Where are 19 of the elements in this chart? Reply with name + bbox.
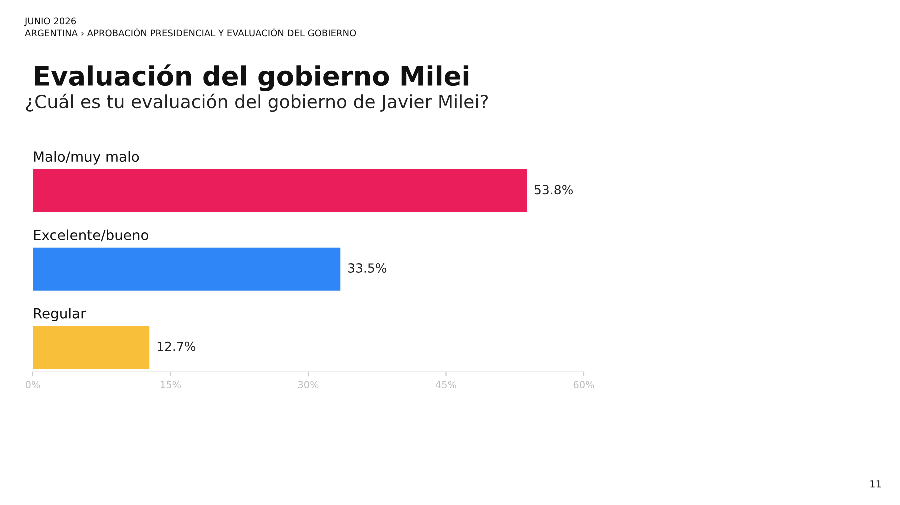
text: ARGENTINA › APROBACIÓN PRESIDENCIAL Y EVALUACIÓN DEL GOBIERNO <box>25 28 356 37</box>
y-tick-label: Malo/muy malo <box>34 151 140 165</box>
x-tick-label: 30% <box>298 381 319 389</box>
bar <box>33 170 528 212</box>
text: 11 <box>870 480 882 488</box>
y-tick-label: Regular <box>34 308 86 322</box>
bar <box>33 248 341 291</box>
bar <box>33 326 150 370</box>
data-label: 12.7% <box>158 342 196 352</box>
y-tick-label: Excelente/bueno <box>34 230 149 242</box>
text: JUNIO 2026 <box>24 18 76 26</box>
chart-subtitle: ¿Cuál es tu evaluación del gobierno de Javier Milei? <box>26 94 488 112</box>
x-tick-label: 45% <box>436 381 457 389</box>
x-tick-label: 15% <box>161 381 182 389</box>
x-tick-label: 0% <box>26 381 40 389</box>
data-label: 53.8% <box>534 185 574 195</box>
data-label: 33.5% <box>348 264 387 273</box>
x-tick-label: 60% <box>574 381 594 389</box>
chart-title: Evaluación del gobierno Milei <box>35 64 469 92</box>
